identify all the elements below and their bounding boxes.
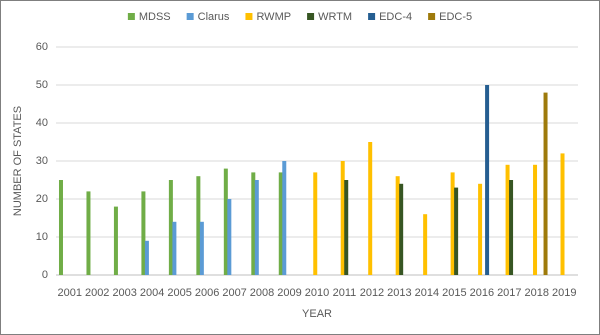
x-tick-label: 2017 bbox=[497, 287, 521, 299]
bar bbox=[450, 172, 455, 275]
x-tick-label: 2019 bbox=[552, 287, 576, 299]
bar bbox=[454, 187, 459, 275]
bar bbox=[172, 221, 177, 275]
x-tick-label: 2002 bbox=[85, 287, 109, 299]
x-tick-label: 2018 bbox=[525, 287, 549, 299]
x-axis-title: YEAR bbox=[302, 308, 332, 320]
bar bbox=[86, 191, 91, 275]
bar bbox=[478, 183, 483, 275]
legend-swatch bbox=[307, 13, 315, 20]
bar bbox=[227, 199, 232, 275]
x-tick-label: 2010 bbox=[305, 287, 329, 299]
x-tick-label: 2008 bbox=[250, 287, 274, 299]
bar bbox=[485, 85, 490, 275]
bar bbox=[344, 180, 349, 275]
x-tick-label: 2014 bbox=[415, 287, 439, 299]
y-tick-label: 60 bbox=[36, 41, 48, 53]
bar bbox=[533, 164, 538, 275]
bar bbox=[144, 240, 149, 275]
bar bbox=[282, 161, 287, 275]
y-axis-title: NUMBER OF STATES bbox=[12, 106, 24, 216]
legend-label: Clarus bbox=[198, 11, 230, 23]
x-tick-label: 2016 bbox=[470, 287, 494, 299]
x-tick-label: 2006 bbox=[195, 287, 219, 299]
legend-label: EDC-5 bbox=[439, 11, 472, 23]
legend-label: MDSS bbox=[139, 11, 171, 23]
x-tick-label: 2009 bbox=[277, 287, 301, 299]
x-tick-label: 2012 bbox=[360, 287, 384, 299]
y-tick-label: 40 bbox=[36, 117, 48, 129]
x-tick-label: 2003 bbox=[112, 287, 136, 299]
bar bbox=[423, 214, 428, 275]
y-tick-label: 20 bbox=[36, 193, 48, 205]
legend-label: RWMP bbox=[256, 11, 291, 23]
bar bbox=[199, 221, 204, 275]
x-tick-label: 2005 bbox=[167, 287, 191, 299]
bar bbox=[340, 161, 345, 275]
bar bbox=[196, 176, 201, 275]
bar bbox=[509, 180, 514, 275]
bar bbox=[58, 180, 63, 275]
x-tick-label: 2015 bbox=[442, 287, 466, 299]
x-tick-label: 2001 bbox=[57, 287, 81, 299]
bar bbox=[113, 206, 118, 275]
bar bbox=[560, 153, 565, 275]
x-tick-label: 2011 bbox=[333, 287, 357, 299]
bar bbox=[141, 191, 146, 275]
legend-label: EDC-4 bbox=[379, 11, 412, 23]
bar bbox=[254, 180, 259, 275]
legend-swatch bbox=[186, 13, 194, 20]
legend-swatch bbox=[428, 13, 436, 20]
y-tick-label: 10 bbox=[36, 231, 48, 243]
x-tick-label: 2013 bbox=[387, 287, 411, 299]
bar bbox=[251, 172, 256, 275]
y-tick-label: 50 bbox=[36, 79, 48, 91]
legend-label: WRTM bbox=[318, 11, 352, 23]
bar bbox=[399, 183, 404, 275]
legend-swatch bbox=[368, 13, 376, 20]
x-tick-label: 2007 bbox=[222, 287, 246, 299]
bar bbox=[543, 92, 548, 275]
x-tick-label: 2004 bbox=[140, 287, 164, 299]
bar bbox=[368, 142, 373, 275]
legend-swatch bbox=[245, 13, 253, 20]
y-tick-label: 0 bbox=[42, 269, 48, 281]
y-tick-label: 30 bbox=[36, 155, 48, 167]
bar bbox=[278, 172, 283, 275]
bar bbox=[395, 176, 400, 275]
bar bbox=[223, 168, 228, 275]
legend-swatch bbox=[127, 13, 135, 20]
bar bbox=[505, 164, 510, 275]
bar bbox=[313, 172, 318, 275]
bar bbox=[168, 180, 173, 275]
